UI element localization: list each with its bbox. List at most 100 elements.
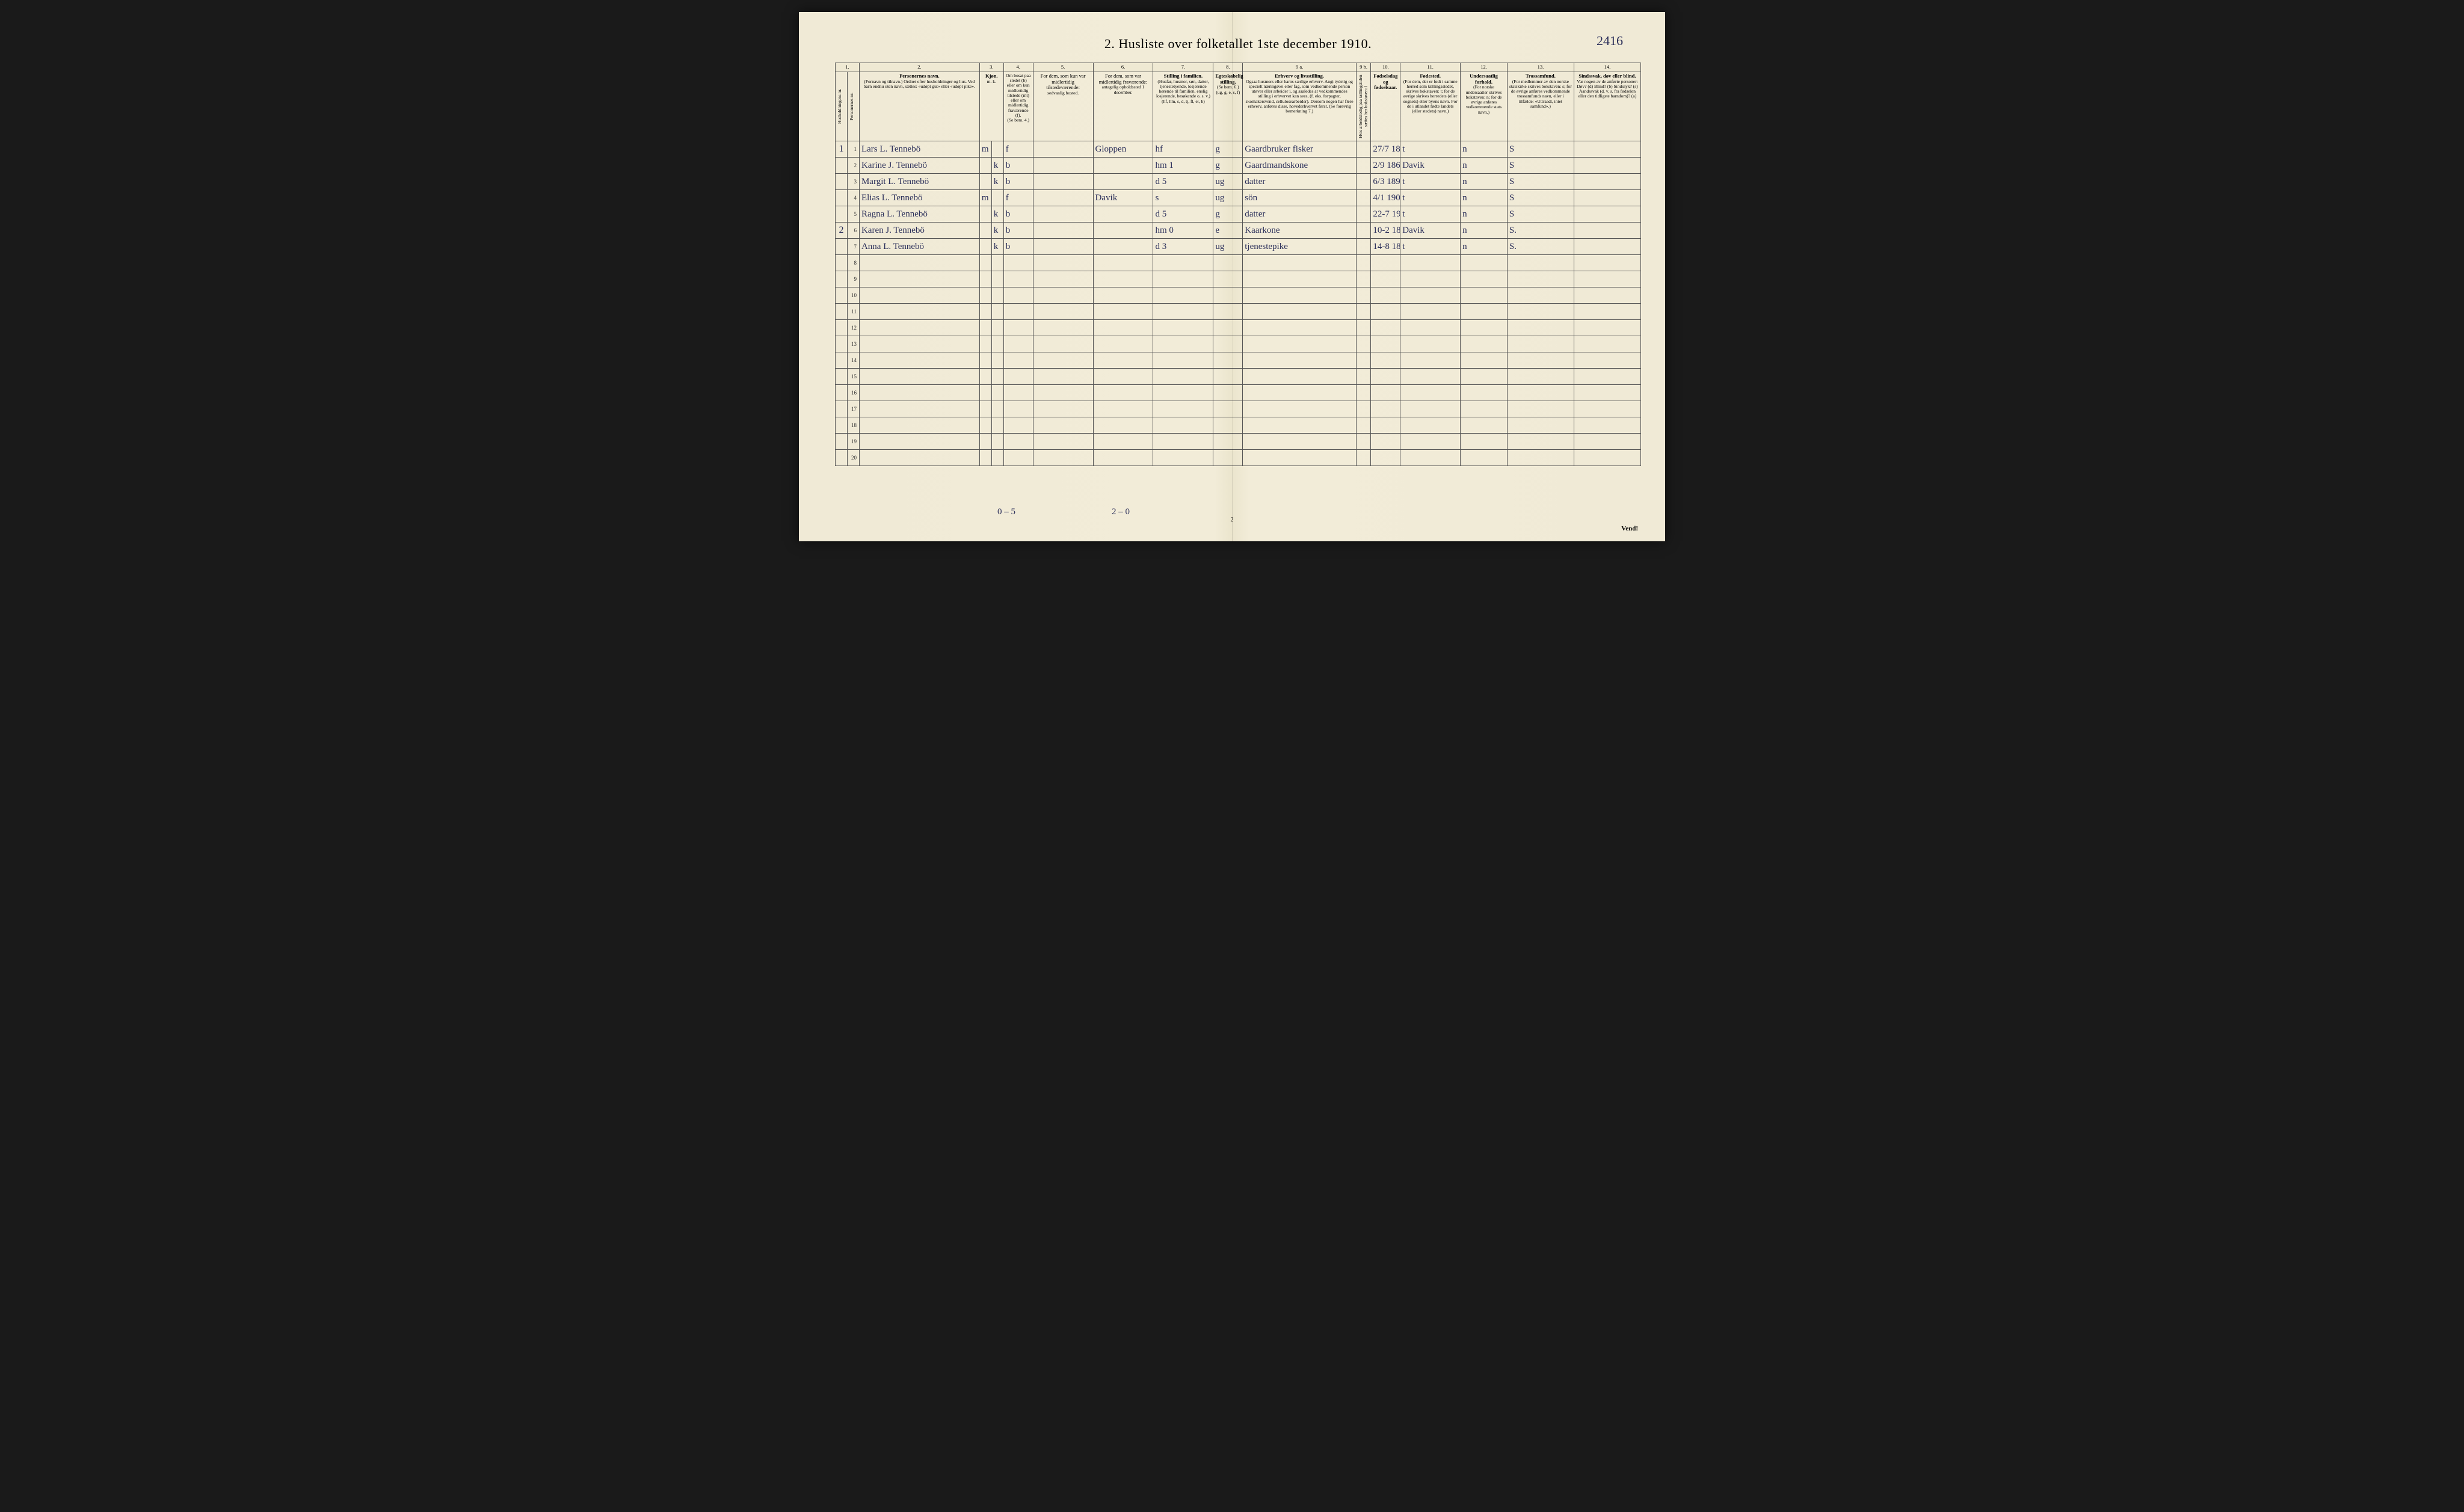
cell: datter xyxy=(1243,206,1357,222)
cell xyxy=(1033,433,1093,449)
cell xyxy=(1356,303,1370,319)
cell xyxy=(1356,417,1370,433)
cell xyxy=(1213,401,1243,417)
cell: d 5 xyxy=(1153,173,1213,189)
cell xyxy=(1356,336,1370,352)
cell xyxy=(1400,417,1461,433)
cell xyxy=(1153,417,1213,433)
cell xyxy=(836,206,848,222)
cell: 10-2 1840 xyxy=(1371,222,1400,238)
cell xyxy=(1574,222,1640,238)
cell: 12 xyxy=(847,319,859,336)
hdr-temp-present: For dem, som kun var midlertidig tilsted… xyxy=(1033,72,1093,141)
cell xyxy=(1507,401,1574,417)
cell: t xyxy=(1400,141,1461,157)
cell xyxy=(1243,336,1357,352)
cell xyxy=(1400,449,1461,466)
cell xyxy=(1461,336,1508,352)
cell xyxy=(1033,352,1093,368)
cell xyxy=(859,271,979,287)
cell: n xyxy=(1461,157,1508,173)
cell: t xyxy=(1400,206,1461,222)
cell xyxy=(836,417,848,433)
vend-label: Vend! xyxy=(1621,525,1638,532)
cell xyxy=(1371,401,1400,417)
cell xyxy=(859,352,979,368)
cell xyxy=(991,271,1003,287)
cell xyxy=(859,449,979,466)
cell xyxy=(1371,384,1400,401)
cell xyxy=(1153,433,1213,449)
cell xyxy=(979,384,991,401)
cell: S xyxy=(1507,141,1574,157)
cell: 2 xyxy=(847,157,859,173)
hdr-occupation: Erhverv og livsstilling.Ogsaa husmors el… xyxy=(1243,72,1357,141)
cell xyxy=(979,417,991,433)
cell xyxy=(1003,384,1033,401)
cell xyxy=(1400,287,1461,303)
cell xyxy=(1356,352,1370,368)
table-row: 5Ragna L. Tennebökbd 5gdatter22-7 1906tn… xyxy=(836,206,1641,222)
cell xyxy=(1153,271,1213,287)
cell xyxy=(1033,417,1093,433)
footnote-left: 0 – 5 xyxy=(997,507,1015,517)
cell xyxy=(991,336,1003,352)
cell xyxy=(1153,319,1213,336)
cell xyxy=(1507,254,1574,271)
cell xyxy=(836,336,848,352)
colnum-2: 2. xyxy=(859,63,979,72)
table-row: 26Karen J. Tennebökbhm 0eKaarkone10-2 18… xyxy=(836,222,1641,238)
cell xyxy=(1461,287,1508,303)
cell xyxy=(1371,352,1400,368)
cell xyxy=(1003,336,1033,352)
cell xyxy=(1033,238,1093,254)
cell xyxy=(1574,271,1640,287)
cell xyxy=(1213,368,1243,384)
cell xyxy=(1213,287,1243,303)
cell: n xyxy=(1461,206,1508,222)
cell xyxy=(836,352,848,368)
cell xyxy=(1574,384,1640,401)
cell xyxy=(1507,271,1574,287)
cell xyxy=(1033,173,1093,189)
cell xyxy=(979,206,991,222)
colnum-3: 3. xyxy=(979,63,1003,72)
cell xyxy=(859,401,979,417)
cell: sön xyxy=(1243,189,1357,206)
cell xyxy=(1574,254,1640,271)
cell xyxy=(1507,368,1574,384)
colnum-14: 14. xyxy=(1574,63,1640,72)
cell xyxy=(1093,336,1153,352)
cell xyxy=(1461,449,1508,466)
cell: 6 xyxy=(847,222,859,238)
page-number: 2 xyxy=(1231,517,1234,523)
cell: e xyxy=(1213,222,1243,238)
cell xyxy=(991,254,1003,271)
cell xyxy=(1371,303,1400,319)
cell xyxy=(1574,238,1640,254)
table-row: 12 xyxy=(836,319,1641,336)
cell xyxy=(836,238,848,254)
table-header: 1. 2. 3. 4. 5. 6. 7. 8. 9 a. 9 b. 10. 11… xyxy=(836,63,1641,141)
cell xyxy=(1003,449,1033,466)
cell xyxy=(1153,352,1213,368)
cell xyxy=(1356,254,1370,271)
cell: 11 xyxy=(847,303,859,319)
cell xyxy=(859,417,979,433)
cell xyxy=(1507,303,1574,319)
cell: ug xyxy=(1213,173,1243,189)
cell xyxy=(1371,254,1400,271)
cell xyxy=(1213,384,1243,401)
cell xyxy=(1243,368,1357,384)
cell: 9 xyxy=(847,271,859,287)
hdr-name: Personernes navn.(Fornavn og tilnavn.) O… xyxy=(859,72,979,141)
cell: k xyxy=(991,222,1003,238)
cell xyxy=(1153,303,1213,319)
column-number-row: 1. 2. 3. 4. 5. 6. 7. 8. 9 a. 9 b. 10. 11… xyxy=(836,63,1641,72)
cell xyxy=(1356,206,1370,222)
cell xyxy=(1574,368,1640,384)
cell xyxy=(1574,287,1640,303)
cell xyxy=(859,254,979,271)
cell xyxy=(1153,368,1213,384)
colnum-6: 6. xyxy=(1093,63,1153,72)
